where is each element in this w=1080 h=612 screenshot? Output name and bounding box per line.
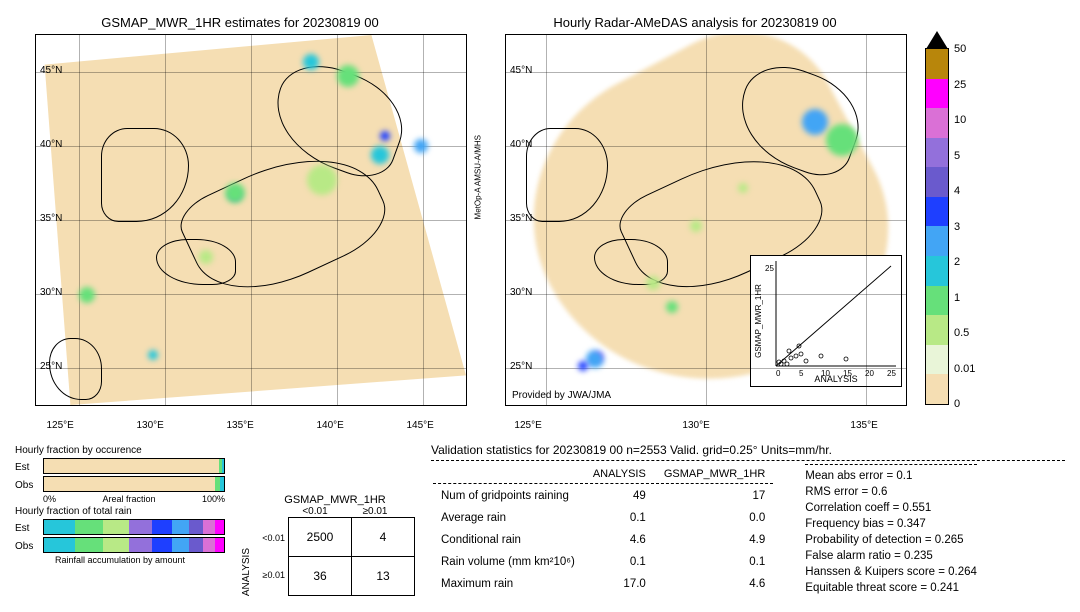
occ-est-lbl: Est: [15, 462, 39, 473]
occ-obs-bar: [43, 476, 225, 492]
colorbar-arrow: [926, 31, 948, 49]
bottom-row: Hourly fraction by occurence Est Obs 0% …: [15, 443, 1065, 596]
stats-col-a: ANALYSIS: [585, 466, 654, 484]
colorbar-bar: 502510543210.50.010: [925, 48, 949, 405]
occ-obs-lbl: Obs: [15, 480, 39, 491]
occ-0: 0%: [43, 494, 56, 504]
ct-r1: ≥0.01: [255, 570, 285, 580]
fraction-section: Hourly fraction by occurence Est Obs 0% …: [15, 443, 225, 596]
svg-text:25: 25: [765, 264, 774, 273]
metrics-list: Mean abs error = 0.1RMS error = 0.6Corre…: [805, 464, 977, 596]
ct-c1: ≥0.01: [345, 506, 405, 517]
map-radar: Hourly Radar-AMeDAS analysis for 2023081…: [485, 15, 905, 415]
maps-row: GSMAP_MWR_1HR estimates for 20230819 00 …: [15, 15, 1065, 415]
tr-obs-bar: [43, 537, 225, 553]
totalrain-title: Hourly fraction of total rain: [15, 506, 225, 517]
occ-legend: Areal fraction: [102, 494, 155, 504]
ct-10: 36: [289, 557, 352, 596]
tr-est-bar: [43, 519, 225, 535]
ct-col-header: GSMAP_MWR_1HR: [255, 494, 415, 506]
ct-01: 4: [352, 518, 415, 557]
map1-area: 25°N30°N35°N40°N45°N: [35, 34, 467, 406]
tr-legend: Rainfall accumulation by amount: [15, 555, 225, 565]
tr-est-lbl: Est: [15, 523, 39, 534]
stats-header: Validation statistics for 20230819 00 n=…: [431, 443, 1065, 461]
provider-text: Provided by JWA/JMA: [512, 390, 611, 401]
svg-text:10: 10: [821, 369, 830, 378]
ct-r0: <0.01: [255, 533, 285, 543]
coast-korea-2: [526, 128, 608, 223]
stats-col-b: GSMAP_MWR_1HR: [656, 466, 773, 484]
map2-area: Provided by JWA/JMA ANALYSIS GSMAP_MWR_1…: [505, 34, 907, 406]
map2-title: Hourly Radar-AMeDAS analysis for 2023081…: [485, 15, 905, 30]
contingency-table: 25004 3613: [288, 517, 415, 596]
occurrence-title: Hourly fraction by occurence: [15, 445, 225, 456]
ct-row-header: ANALYSIS: [241, 528, 252, 596]
svg-text:25: 25: [887, 369, 896, 378]
stats-table: ANALYSISGSMAP_MWR_1HR Num of gridpoints …: [431, 464, 775, 596]
svg-text:5: 5: [799, 369, 804, 378]
map1-title: GSMAP_MWR_1HR estimates for 20230819 00: [15, 15, 465, 30]
tr-obs-lbl: Obs: [15, 541, 39, 552]
map-gsmap: GSMAP_MWR_1HR estimates for 20230819 00 …: [15, 15, 465, 415]
ct-00: 2500: [289, 518, 352, 557]
colorbar: 502510543210.50.010: [925, 15, 949, 415]
occ-est-bar: [43, 458, 225, 474]
map1-sidenote: MetOp-A AMSU-A/MHS: [473, 135, 482, 219]
svg-text:0: 0: [776, 369, 781, 378]
stats-section: Validation statistics for 20230819 00 n=…: [431, 443, 1065, 596]
scatter-svg: ANALYSIS GSMAP_MWR_1HR 05 1015 2025 25: [751, 256, 901, 386]
contingency-section: ANALYSIS GSMAP_MWR_1HR <0.01 ≥0.01 <0.01…: [241, 443, 415, 596]
occ-100: 100%: [202, 494, 225, 504]
ct-c0: <0.01: [285, 506, 345, 517]
svg-text:15: 15: [843, 369, 852, 378]
ct-11: 13: [352, 557, 415, 596]
